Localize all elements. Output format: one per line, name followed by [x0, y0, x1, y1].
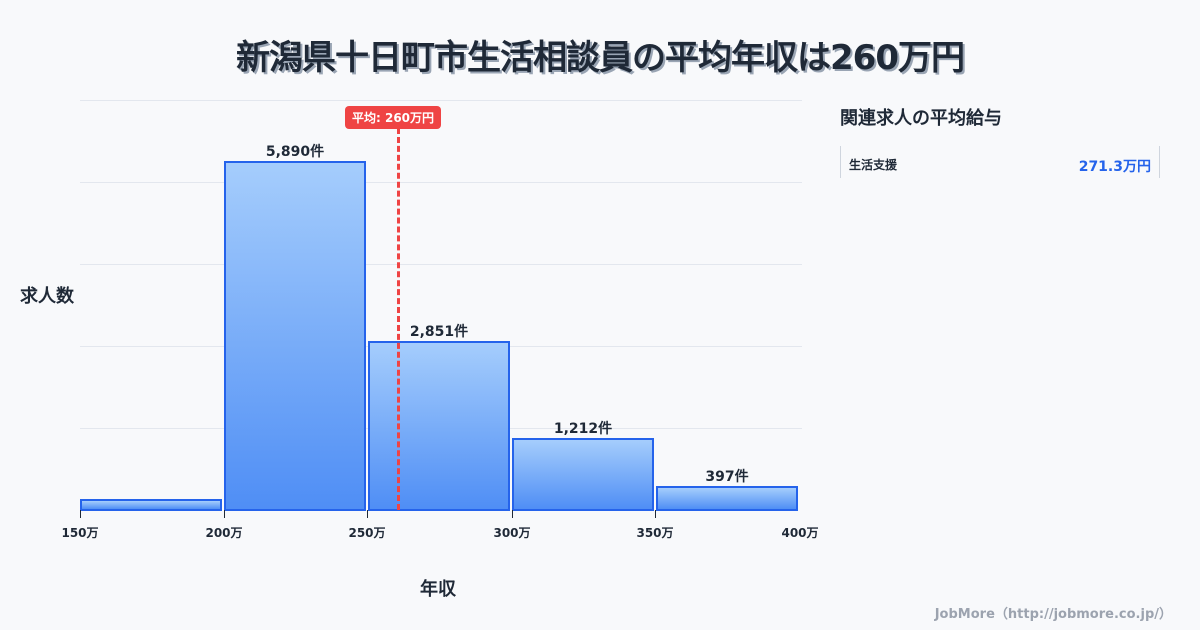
x-tick — [80, 510, 81, 518]
x-tick-label: 150万 — [61, 526, 99, 540]
grid-line — [80, 264, 802, 265]
x-tick-label: 400万 — [781, 526, 819, 540]
bar-350-400 — [656, 486, 798, 511]
grid-line — [80, 182, 802, 183]
y-axis-label: 求人数 — [20, 286, 74, 307]
x-tick-label: 250万 — [348, 526, 386, 540]
x-axis-label: 年収 — [420, 579, 456, 600]
related-salary-title: 関連求人の平均給与 — [840, 108, 1002, 129]
bar-150-200 — [80, 499, 222, 511]
x-tick — [655, 510, 656, 518]
bar-value-label: 5,890件 — [265, 144, 325, 160]
related-job-salary: 271.3万円 — [1078, 159, 1151, 175]
x-tick-label: 350万 — [636, 526, 674, 540]
x-tick-label: 300万 — [493, 526, 531, 540]
bar-value-label: 2,851件 — [409, 324, 469, 340]
bar-value-label: 1,212件 — [553, 421, 613, 437]
bar-250-300 — [368, 341, 510, 511]
average-badge: 平均: 260万円 — [345, 106, 442, 129]
histogram-chart: 5,890件 2,851件 1,212件 397件 平均: 260万円 150万… — [61, 100, 819, 540]
x-tick-label: 200万 — [205, 526, 243, 540]
related-salary-item: 生活支援 271.3万円 — [840, 146, 1160, 178]
x-tick — [224, 510, 225, 518]
page-title: 新潟県十日町市生活相談員の平均年収は260万円 — [236, 38, 965, 78]
average-line — [397, 128, 400, 510]
footer-credit: JobMore（http://jobmore.co.jp/） — [934, 607, 1172, 622]
bar-value-label: 397件 — [705, 469, 749, 485]
bar-200-250 — [224, 161, 366, 511]
grid-line — [80, 100, 802, 101]
x-tick — [367, 510, 368, 518]
x-tick — [512, 510, 513, 518]
bar-300-350 — [512, 438, 654, 511]
related-job-name: 生活支援 — [849, 158, 898, 172]
